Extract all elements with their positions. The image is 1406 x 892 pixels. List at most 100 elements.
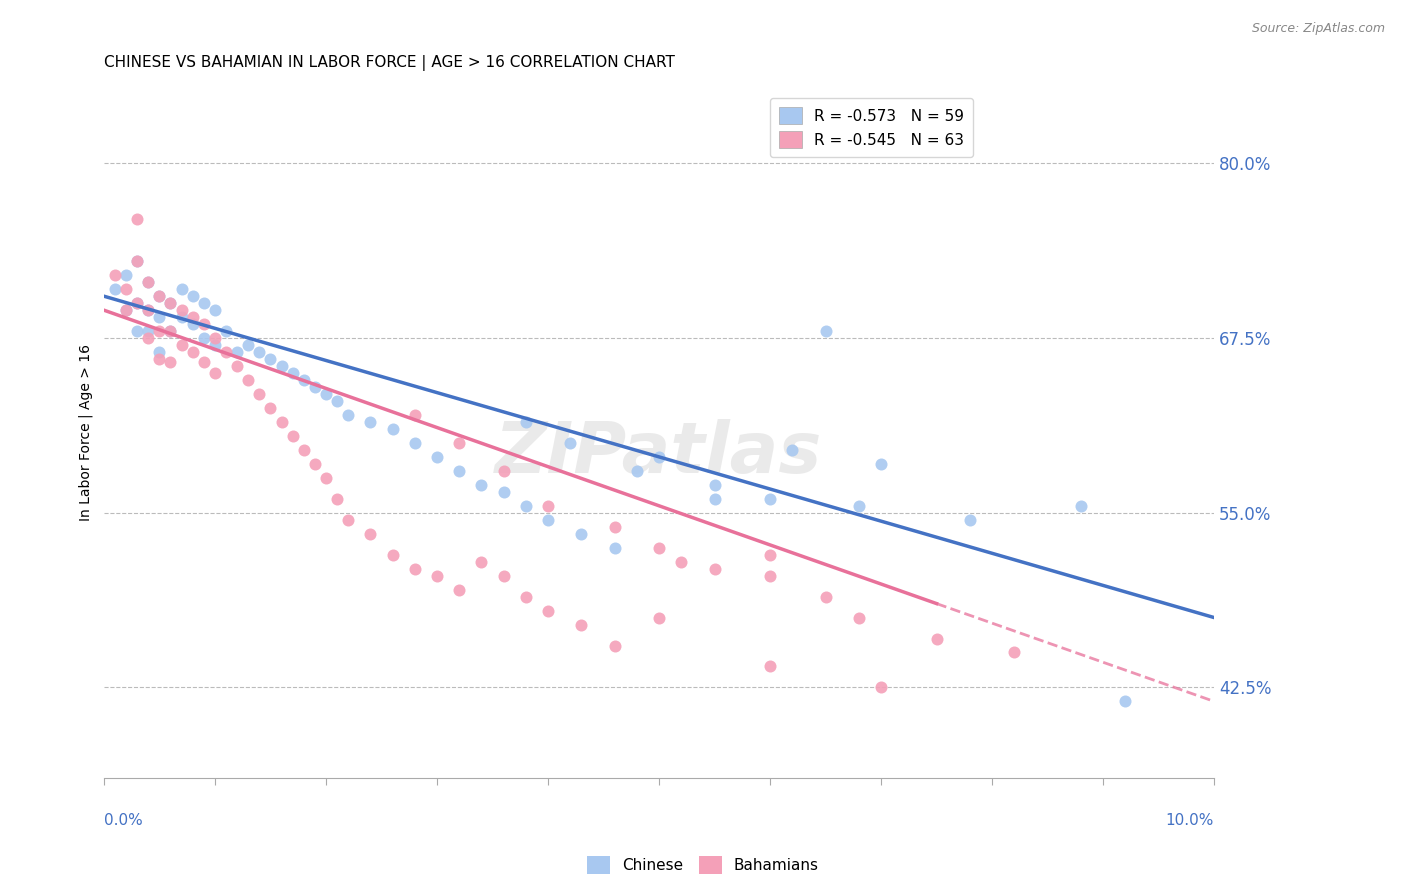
Point: [170, 282, 193, 296]
Point: [1114, 694, 1136, 708]
Point: [515, 499, 537, 513]
Point: [337, 408, 360, 422]
Point: [404, 562, 426, 576]
Point: [515, 590, 537, 604]
Point: [759, 548, 782, 562]
Point: [148, 289, 170, 303]
Point: [292, 442, 315, 457]
Point: [204, 338, 226, 352]
Point: [537, 513, 560, 527]
Point: [870, 457, 893, 471]
Point: [193, 296, 215, 310]
Point: [381, 548, 404, 562]
Point: [848, 610, 870, 624]
Point: [136, 275, 159, 289]
Point: [204, 366, 226, 380]
Point: [449, 464, 471, 478]
Point: [115, 303, 138, 318]
Point: [181, 317, 204, 331]
Point: [537, 499, 560, 513]
Point: [603, 639, 626, 653]
Point: [426, 450, 449, 464]
Point: [304, 380, 326, 394]
Point: [270, 359, 292, 373]
Point: [226, 345, 249, 359]
Point: [315, 387, 337, 401]
Point: [1070, 499, 1092, 513]
Point: [148, 352, 170, 367]
Point: [703, 562, 725, 576]
Point: [226, 359, 249, 373]
Text: 10.0%: 10.0%: [1166, 814, 1215, 828]
Point: [470, 478, 492, 492]
Point: [148, 345, 170, 359]
Y-axis label: In Labor Force | Age > 16: In Labor Force | Age > 16: [79, 344, 93, 521]
Point: [127, 296, 149, 310]
Point: [426, 568, 449, 582]
Point: [136, 303, 159, 318]
Point: [569, 617, 592, 632]
Point: [115, 282, 138, 296]
Point: [537, 604, 560, 618]
Point: [404, 408, 426, 422]
Point: [159, 324, 181, 338]
Point: [115, 303, 138, 318]
Point: [648, 450, 671, 464]
Point: [215, 324, 238, 338]
Point: [148, 289, 170, 303]
Point: [560, 436, 582, 450]
Point: [848, 499, 870, 513]
Point: [381, 422, 404, 436]
Point: [1002, 645, 1025, 659]
Point: [127, 296, 149, 310]
Point: [648, 610, 671, 624]
Point: [780, 442, 803, 457]
Point: [215, 345, 238, 359]
Point: [315, 471, 337, 485]
Point: [127, 212, 149, 227]
Point: [292, 373, 315, 387]
Point: [193, 331, 215, 345]
Point: [259, 401, 281, 415]
Point: [136, 303, 159, 318]
Point: [104, 268, 127, 283]
Point: [193, 317, 215, 331]
Point: [703, 478, 725, 492]
Point: [870, 681, 893, 695]
Point: [159, 296, 181, 310]
Point: [259, 352, 281, 367]
Point: [326, 491, 349, 506]
Point: [569, 526, 592, 541]
Point: [127, 324, 149, 338]
Point: [759, 568, 782, 582]
Point: [603, 541, 626, 555]
Point: [170, 303, 193, 318]
Point: [626, 464, 648, 478]
Point: [959, 513, 981, 527]
Point: [759, 491, 782, 506]
Point: [181, 289, 204, 303]
Point: [470, 555, 492, 569]
Point: [204, 331, 226, 345]
Point: [304, 457, 326, 471]
Point: [159, 296, 181, 310]
Point: [703, 491, 725, 506]
Point: [127, 254, 149, 268]
Point: [127, 254, 149, 268]
Point: [238, 338, 260, 352]
Point: [492, 568, 515, 582]
Point: [159, 355, 181, 369]
Point: [603, 520, 626, 534]
Point: [281, 366, 304, 380]
Point: [337, 513, 360, 527]
Legend: R = -0.573   N = 59, R = -0.545   N = 63: R = -0.573 N = 59, R = -0.545 N = 63: [770, 98, 973, 157]
Point: [159, 324, 181, 338]
Point: [181, 345, 204, 359]
Point: [136, 331, 159, 345]
Point: [281, 429, 304, 443]
Text: CHINESE VS BAHAMIAN IN LABOR FORCE | AGE > 16 CORRELATION CHART: CHINESE VS BAHAMIAN IN LABOR FORCE | AGE…: [104, 55, 675, 71]
Point: [170, 310, 193, 325]
Point: [449, 582, 471, 597]
Text: 0.0%: 0.0%: [104, 814, 142, 828]
Point: [671, 555, 693, 569]
